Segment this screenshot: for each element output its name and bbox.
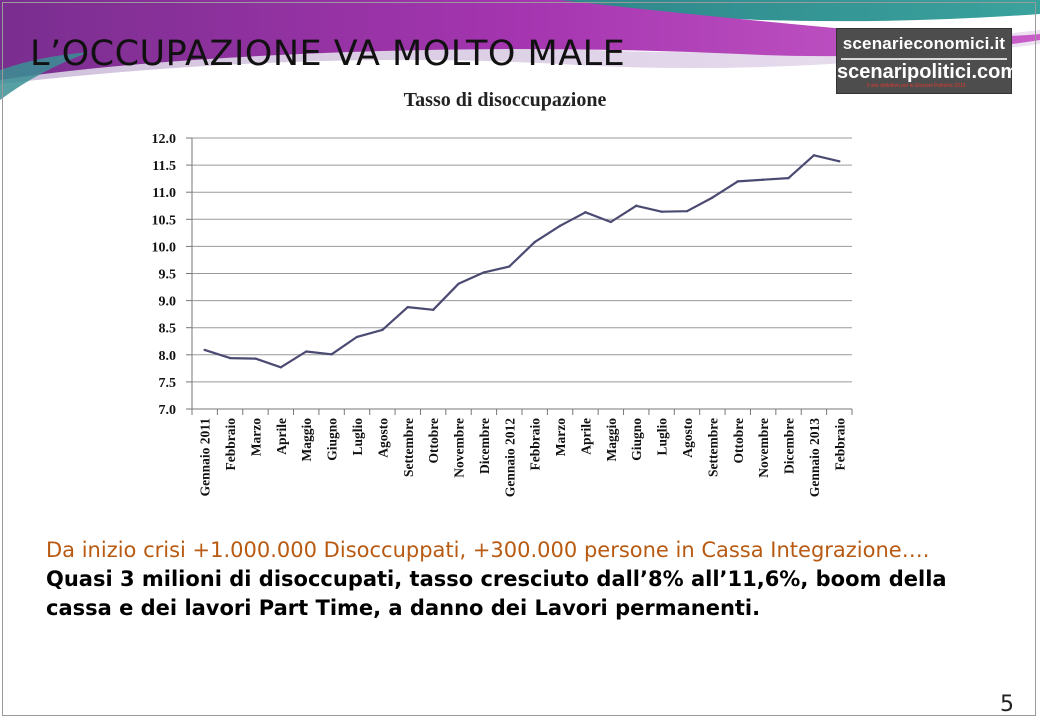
data-point	[305, 350, 308, 353]
y-tick-label: 12.0	[152, 132, 177, 147]
y-tick-label: 9.0	[159, 295, 177, 310]
data-point	[736, 180, 739, 183]
slide-title: L’OCCUPAZIONE VA MOLTO MALE	[30, 34, 626, 74]
data-point	[482, 271, 486, 274]
x-tick-label: Ottobre	[731, 418, 746, 464]
x-tick-label: Dicembre	[782, 418, 797, 474]
x-tick-label: Agosto	[680, 418, 695, 458]
data-point	[685, 209, 689, 213]
data-point	[406, 305, 409, 309]
x-tick-label: Dicembre	[477, 418, 492, 474]
chart-title: Tasso di disoccupazione	[404, 89, 607, 111]
x-tick-label: Luglio	[655, 418, 670, 456]
y-tick-label: 7.0	[159, 403, 177, 418]
logo: scenarieconomici.it scenaripolitici.com …	[836, 28, 1019, 94]
x-tick-label: Febbraio	[832, 418, 847, 471]
x-tick-label: Marzo	[553, 418, 568, 456]
data-point	[660, 210, 663, 213]
data-point	[787, 176, 790, 180]
page-number: 5	[1000, 692, 1014, 717]
x-tick-label: Aprile	[274, 418, 289, 455]
y-tick-label: 7.5	[159, 376, 177, 391]
logo-line1: scenarieconomici.it	[842, 34, 1006, 53]
x-tick-label: Marzo	[248, 418, 263, 456]
x-tick-label: Gennaio 2011	[198, 418, 213, 497]
data-point	[330, 353, 333, 356]
data-point	[838, 160, 841, 163]
x-tick-label: Ottobre	[426, 418, 441, 464]
data-point	[812, 154, 816, 157]
data-point	[228, 356, 232, 360]
data-point	[761, 178, 765, 181]
body-text-bold: Quasi 3 milioni di disoccupati, tasso cr…	[46, 567, 947, 620]
y-tick-label: 10.5	[152, 213, 177, 228]
logo-tagline: Il sito definitivo per le Elezioni Polit…	[867, 83, 966, 89]
y-tick-label: 11.0	[152, 186, 176, 201]
x-tick-label: Maggio	[299, 418, 314, 462]
data-point	[558, 224, 562, 228]
x-tick-label: Settembre	[705, 418, 720, 477]
data-point	[584, 211, 587, 214]
logo-line2: scenaripolitici.com	[837, 61, 1019, 83]
data-point	[533, 240, 536, 244]
header-wave-purple	[0, 0, 1040, 80]
x-tick-label: Luglio	[350, 418, 365, 456]
data-point	[635, 204, 638, 207]
data-point	[457, 282, 460, 285]
data-point	[609, 220, 613, 224]
header-wave-teal-left	[0, 52, 90, 100]
y-tick-label: 8.5	[159, 322, 177, 337]
unemployment-chart: Tasso di disoccupazione 7.0 7.5 8.0 8.5 9.0 9.…	[152, 89, 853, 497]
data-point	[711, 196, 714, 199]
data-point	[381, 328, 384, 332]
body-text-orange: Da inizio crisi +1.000.000 Disoccuppati,…	[46, 538, 930, 562]
data-point	[508, 265, 511, 268]
x-tick-label: Febbraio	[223, 418, 238, 471]
y-tick-label: 9.5	[159, 268, 177, 283]
data-point	[254, 357, 257, 360]
x-tick-label: Gennaio 2012	[502, 418, 517, 497]
series-line	[204, 154, 840, 369]
x-tick-label: Aprile	[578, 418, 593, 455]
body-text: Da inizio crisi +1.000.000 Disoccuppati,…	[46, 536, 996, 623]
x-tick-label: Novembre	[756, 418, 771, 478]
x-tick-label: Gennaio 2013	[807, 418, 822, 497]
x-tick-label: Giugno	[629, 418, 644, 461]
y-tick-label: 11.5	[152, 159, 176, 174]
data-point	[203, 348, 206, 352]
logo-separator	[841, 58, 1007, 60]
x-tick-label: Agosto	[375, 418, 390, 458]
x-tick-label: Febbraio	[528, 418, 543, 471]
x-tick-label: Novembre	[452, 418, 467, 478]
data-point	[279, 366, 283, 369]
data-point	[431, 308, 435, 312]
x-tick-label: Settembre	[401, 418, 416, 477]
x-tick-label: Giugno	[325, 418, 340, 461]
x-tick-label: Maggio	[604, 418, 619, 462]
y-tick-label: 8.0	[159, 349, 177, 364]
data-point	[355, 335, 359, 339]
y-tick-label: 10.0	[152, 240, 177, 255]
header-decoration	[0, 0, 1040, 100]
